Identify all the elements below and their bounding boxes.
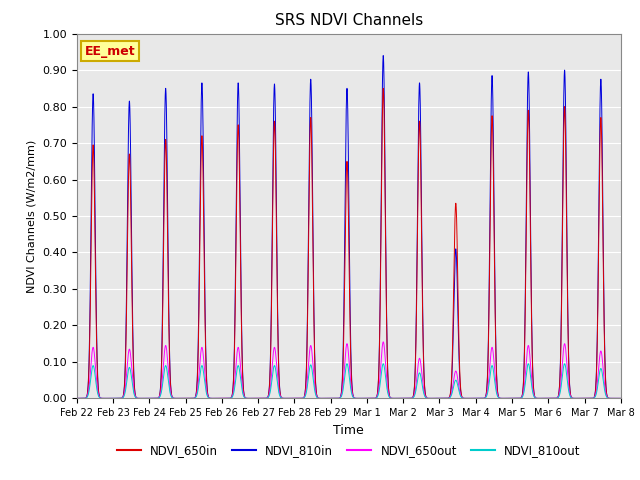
Title: SRS NDVI Channels: SRS NDVI Channels xyxy=(275,13,423,28)
Legend: NDVI_650in, NDVI_810in, NDVI_650out, NDVI_810out: NDVI_650in, NDVI_810in, NDVI_650out, NDV… xyxy=(112,439,586,462)
Y-axis label: NDVI Channels (W/m2/mm): NDVI Channels (W/m2/mm) xyxy=(27,139,36,293)
X-axis label: Time: Time xyxy=(333,424,364,437)
Text: EE_met: EE_met xyxy=(85,45,136,58)
